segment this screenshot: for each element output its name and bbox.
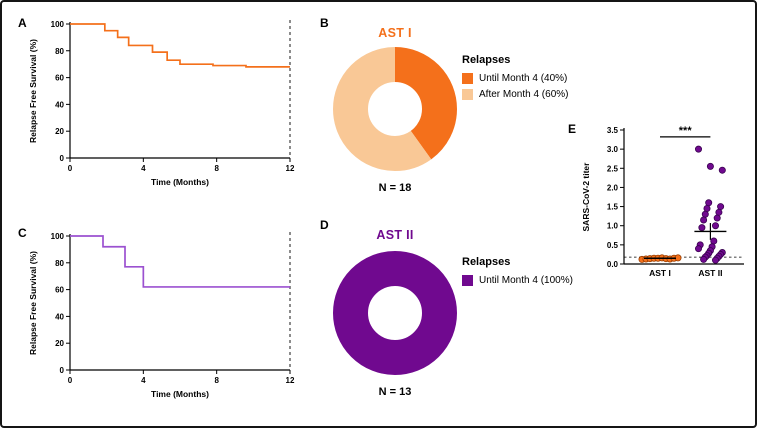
svg-text:1.0: 1.0: [607, 222, 619, 231]
km-plot-ast2: 0 20 40 60 80 100 0 4 8 12 Time (Months) Relapse Fr…: [28, 232, 295, 399]
svg-text:40: 40: [55, 100, 64, 109]
svg-text:0: 0: [60, 366, 65, 375]
svg-text:0: 0: [68, 164, 73, 173]
svg-text:***: ***: [679, 125, 693, 137]
svg-text:AST II: AST II: [698, 268, 722, 278]
svg-text:SARS-CoV-2 titer: SARS-CoV-2 titer: [581, 162, 591, 232]
svg-text:Relapse Free Survival (%): Relapse Free Survival (%): [28, 251, 38, 355]
svg-text:100: 100: [51, 232, 65, 241]
svg-text:20: 20: [55, 339, 64, 348]
svg-text:3.5: 3.5: [607, 126, 619, 135]
svg-text:2.0: 2.0: [607, 183, 619, 192]
legend-ast2: Relapses Until Month 4 (100%): [462, 256, 573, 291]
legend-ast2-title: Relapses: [462, 256, 511, 268]
legend-swatch: [462, 89, 473, 100]
legend-item: Until Month 4 (40%): [462, 73, 568, 84]
svg-text:60: 60: [55, 74, 64, 83]
donut-ast2: [333, 251, 457, 375]
legend-ast1-items: Until Month 4 (40%) After Month 4 (60%): [462, 73, 568, 100]
svg-text:8: 8: [214, 376, 219, 385]
legend-swatch: [462, 275, 473, 286]
svg-text:12: 12: [286, 164, 295, 173]
svg-text:0.5: 0.5: [607, 241, 619, 250]
svg-text:20: 20: [55, 127, 64, 136]
km-plot-ast1: 0 20 40 60 80 100 0 4 8 12 Time (Months) Relapse Fr…: [28, 20, 295, 187]
svg-text:80: 80: [55, 47, 64, 56]
ast2-title: AST II: [376, 228, 414, 242]
legend-ast1-title: Relapses: [462, 54, 511, 66]
ast1-n-label: N = 18: [378, 182, 412, 194]
panel-label-b: B: [320, 16, 329, 30]
svg-text:Relapse Free Survival (%): Relapse Free Survival (%): [28, 39, 38, 143]
svg-text:AST I: AST I: [649, 268, 671, 278]
svg-text:0.0: 0.0: [607, 260, 619, 269]
legend-ast2-items: Until Month 4 (100%): [462, 275, 573, 286]
svg-text:80: 80: [55, 259, 64, 268]
panel-label-a: A: [18, 16, 27, 30]
svg-text:40: 40: [55, 312, 64, 321]
svg-text:0: 0: [60, 154, 65, 163]
legend-item: Until Month 4 (100%): [462, 275, 573, 286]
ast2-n-label: N = 13: [378, 386, 412, 398]
panel-label-c: C: [18, 226, 27, 240]
svg-text:4: 4: [141, 164, 146, 173]
ast1-title: AST I: [378, 26, 412, 40]
panel-label-e: E: [568, 122, 577, 136]
svg-text:3.0: 3.0: [607, 145, 619, 154]
legend-item-label: After Month 4 (60%): [479, 89, 569, 100]
svg-text:100: 100: [51, 20, 65, 29]
svg-text:60: 60: [55, 286, 64, 295]
svg-text:0: 0: [68, 376, 73, 385]
legend-item-label: Until Month 4 (40%): [479, 73, 568, 84]
legend-item-label: Until Month 4 (100%): [479, 275, 573, 286]
donut-ast1: [333, 47, 457, 171]
svg-text:Time (Months): Time (Months): [151, 389, 209, 399]
svg-text:1.5: 1.5: [607, 203, 619, 212]
svg-text:12: 12: [286, 376, 295, 385]
panel-label-d: D: [320, 218, 329, 232]
scatter-titer: 0.0 0.5 1.0 1.5 2.0 2.5 3.0 3.5 AST I AST II *** SA…: [581, 125, 744, 278]
svg-text:4: 4: [141, 376, 146, 385]
svg-text:Time (Months): Time (Months): [151, 177, 209, 187]
svg-text:2.5: 2.5: [607, 164, 619, 173]
legend-ast1: Relapses Until Month 4 (40%) After Month …: [462, 54, 568, 105]
legend-item: After Month 4 (60%): [462, 89, 568, 100]
svg-text:8: 8: [214, 164, 219, 173]
legend-swatch: [462, 73, 473, 84]
